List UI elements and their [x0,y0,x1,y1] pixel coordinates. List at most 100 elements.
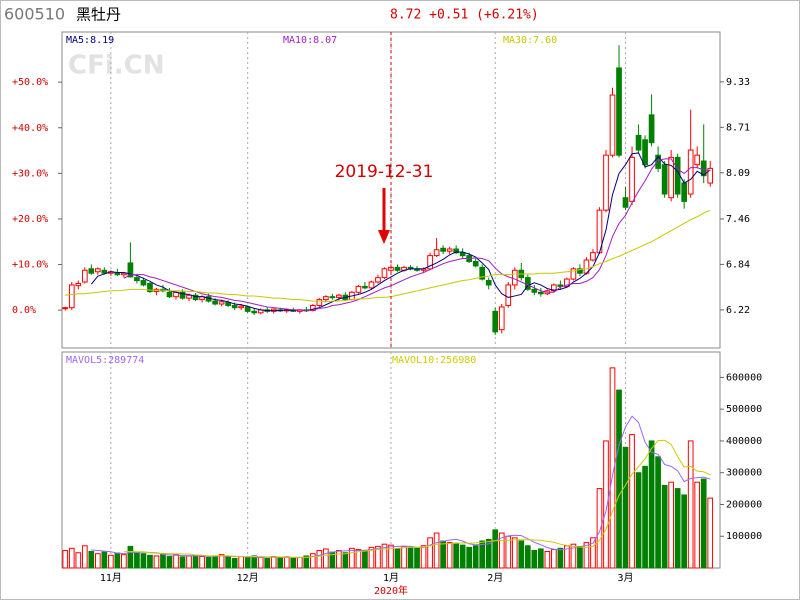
candle-body [218,301,225,305]
y-tick-label: 600000 [726,372,762,383]
candle-body [251,310,258,314]
candle-body [394,266,401,271]
candle-body [622,197,629,208]
candle-body [661,164,668,195]
candle-body [655,154,661,169]
candle-body [427,255,433,270]
quote: 8.72 +0.51 (+6.21%) [390,8,539,23]
x-tick-label: 2月 [487,572,503,584]
volume-bar [296,557,303,569]
candle-body [603,154,609,211]
candle-body [459,252,466,257]
candle-body [147,282,153,293]
y-tick-label: 200000 [726,499,762,510]
candle-body [648,114,655,144]
volume-bar [498,532,505,569]
candle-body [564,278,570,287]
volume-bar [681,494,688,569]
annotation-arrowhead [378,230,390,244]
ma-line [91,415,711,559]
candle-body [570,268,577,280]
volume-bar [94,553,101,569]
volume-bar [616,389,622,569]
volume-bar [101,551,108,569]
volume-bar [642,465,648,569]
candle-body [381,268,388,279]
y-tick-label: 500000 [726,404,762,415]
volume-bar [166,556,173,569]
volume-bar [433,532,440,569]
y2-tick-label: +10.0% [12,260,48,271]
volume-bar [323,548,329,569]
candle-body [700,160,707,177]
y2-tick-label: +50.0% [12,77,48,88]
volume-bar [362,550,368,569]
y2-tick-label: +40.0% [12,123,48,134]
candle-body [440,247,446,252]
volume-bar [505,535,512,569]
ma-line [65,209,711,303]
candle-body [609,94,616,156]
volume-bar [694,481,701,569]
volume-bar [186,555,192,569]
candle-body [551,284,557,292]
volume-bar [381,543,388,569]
volume-bar [108,554,114,569]
volume-bar [238,556,245,569]
y2-tick-label: +30.0% [12,168,48,179]
volume-bar [75,552,82,569]
volume-bar [440,540,446,569]
watermark: CFi.CN [68,51,164,81]
candle-body [694,154,701,166]
volume-bar [557,547,564,569]
candle-body [309,304,316,312]
candle-body [498,306,505,331]
candle-body [557,284,564,287]
y-tick-label: 300000 [726,468,762,479]
volume-bar [401,545,407,569]
volume-bar [537,548,544,569]
volume-bar [290,557,297,569]
candle-body [88,268,95,274]
y-tick-label: 8.09 [726,168,750,179]
volume-bar [466,546,473,569]
volume-bar [205,557,212,569]
volume-bar [264,557,271,569]
candle-body [62,307,69,310]
volume-bar [212,555,218,569]
candle-body [531,288,538,293]
volume-bar [407,546,414,569]
candle-body [75,282,82,287]
volume-bar [309,553,316,569]
volume-bar [192,554,199,569]
volume-bar [577,545,583,569]
candle-body [329,296,336,299]
y-tick-label: 400000 [726,436,762,447]
volume-bar [368,546,375,569]
candle-body [101,269,108,274]
volume-bar [68,547,75,569]
ma-line [123,158,711,312]
volume-bar [199,556,205,569]
candle-body [140,280,147,286]
stock-code: 600510 [4,5,65,24]
volume-bar [661,484,668,569]
candle-body [590,252,596,261]
candle-body [492,310,499,333]
volume-bar [446,542,453,569]
candle-body [629,156,635,202]
candle-body [186,294,192,299]
candle-body [681,182,688,202]
candle-body [707,167,714,184]
volume-bar [218,554,225,569]
volume-bar [179,556,186,569]
volume-bar [121,554,127,569]
volume-bar [472,545,479,569]
volume-bar [479,540,486,569]
volume-bar [590,537,596,569]
candle-body [362,285,368,289]
candle-body [134,277,140,282]
y-tick-label: 6.84 [726,259,750,270]
volume-bar [570,543,577,569]
volume-bar [511,537,518,569]
